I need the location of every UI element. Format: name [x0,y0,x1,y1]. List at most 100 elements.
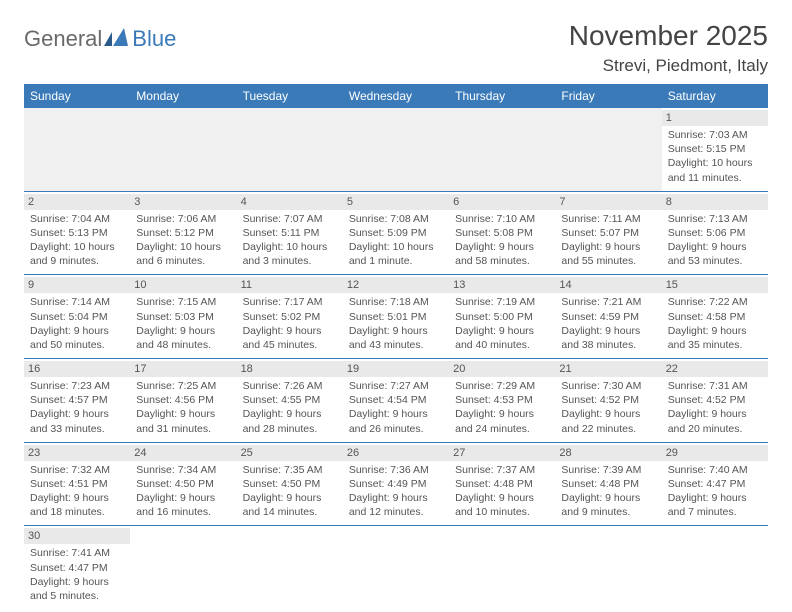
calendar-row: 23Sunrise: 7:32 AMSunset: 4:51 PMDayligh… [24,442,768,526]
day-number: 21 [555,361,661,377]
daylight-line: Daylight: 9 hours and 48 minutes. [136,324,230,352]
sunrise-line: Sunrise: 7:14 AM [30,295,124,309]
calendar-cell: 15 Sunrise: 7:22 AMSunset: 4:58 PMDayligh… [662,275,768,359]
calendar-cell: 21Sunrise: 7:30 AMSunset: 4:52 PMDayligh… [555,359,661,443]
calendar-cell [449,526,555,609]
calendar-cell: 5Sunrise: 7:08 AMSunset: 5:09 PMDaylight… [343,191,449,275]
sunset-line: Sunset: 4:51 PM [30,477,124,491]
day-number: 14 [555,277,661,293]
calendar-cell [555,526,661,609]
calendar-cell [343,526,449,609]
calendar-cell: 8Sunrise: 7:13 AMSunset: 5:06 PMDaylight… [662,191,768,275]
day-number: 19 [343,361,449,377]
sunset-line: Sunset: 5:15 PM [668,142,762,156]
sunrise-line: Sunrise: 7:31 AM [668,379,762,393]
sunset-line: Sunset: 5:08 PM [455,226,549,240]
day-number: 18 [237,361,343,377]
day-number: 28 [555,445,661,461]
day-number: 6 [449,194,555,210]
sunset-line: Sunset: 5:07 PM [561,226,655,240]
calendar-cell: 12Sunrise: 7:18 AMSunset: 5:01 PMDayligh… [343,275,449,359]
calendar-cell: 19Sunrise: 7:27 AMSunset: 4:54 PMDayligh… [343,359,449,443]
daylight-line: Daylight: 9 hours and 43 minutes. [349,324,443,352]
logo-text-2: Blue [132,26,176,52]
sunrise-line: Sunrise: 7:19 AM [455,295,549,309]
daylight-line: Daylight: 9 hours and 35 minutes. [668,324,762,352]
sunset-line: Sunset: 4:52 PM [668,393,762,407]
sunset-line: Sunset: 4:50 PM [136,477,230,491]
day-number: 2 [24,194,130,210]
sunrise-line: Sunrise: 7:35 AM [243,463,337,477]
calendar-cell: 23Sunrise: 7:32 AMSunset: 4:51 PMDayligh… [24,442,130,526]
sunset-line: Sunset: 4:54 PM [349,393,443,407]
day-number: 7 [555,194,661,210]
title-block: November 2025 Strevi, Piedmont, Italy [569,20,768,76]
sunrise-line: Sunrise: 7:18 AM [349,295,443,309]
sunrise-line: Sunrise: 7:32 AM [30,463,124,477]
calendar-cell: 25Sunrise: 7:35 AMSunset: 4:50 PMDayligh… [237,442,343,526]
sunset-line: Sunset: 4:47 PM [30,561,124,575]
calendar-cell: 1Sunrise: 7:03 AMSunset: 5:15 PMDaylight… [662,108,768,191]
calendar-cell: 29Sunrise: 7:40 AMSunset: 4:47 PMDayligh… [662,442,768,526]
sunrise-line: Sunrise: 7:26 AM [243,379,337,393]
col-saturday: Saturday [662,84,768,108]
logo: General Blue [24,26,176,52]
sunset-line: Sunset: 4:56 PM [136,393,230,407]
sunset-line: Sunset: 4:49 PM [349,477,443,491]
calendar-cell [130,108,236,191]
daylight-line: Daylight: 9 hours and 18 minutes. [30,491,124,519]
daylight-line: Daylight: 9 hours and 45 minutes. [243,324,337,352]
logo-text-1: General [24,26,102,52]
sunset-line: Sunset: 4:59 PM [561,310,655,324]
sunset-line: Sunset: 5:06 PM [668,226,762,240]
sunset-line: Sunset: 4:57 PM [30,393,124,407]
sunset-line: Sunset: 5:03 PM [136,310,230,324]
calendar-cell [237,108,343,191]
calendar-row: 16Sunrise: 7:23 AMSunset: 4:57 PMDayligh… [24,359,768,443]
calendar-cell [449,108,555,191]
daylight-line: Daylight: 9 hours and 20 minutes. [668,407,762,435]
daylight-line: Daylight: 9 hours and 24 minutes. [455,407,549,435]
daylight-line: Daylight: 9 hours and 28 minutes. [243,407,337,435]
daylight-line: Daylight: 9 hours and 55 minutes. [561,240,655,268]
day-number: 29 [662,445,768,461]
daylight-line: Daylight: 9 hours and 50 minutes. [30,324,124,352]
sunrise-line: Sunrise: 7:17 AM [243,295,337,309]
daylight-line: Daylight: 9 hours and 53 minutes. [668,240,762,268]
sunrise-line: Sunrise: 7:25 AM [136,379,230,393]
sunset-line: Sunset: 5:11 PM [243,226,337,240]
day-number: 3 [130,194,236,210]
day-number: 9 [24,277,130,293]
calendar-cell: 26Sunrise: 7:36 AMSunset: 4:49 PMDayligh… [343,442,449,526]
calendar-cell: 2Sunrise: 7:04 AMSunset: 5:13 PMDaylight… [24,191,130,275]
calendar-row: 1Sunrise: 7:03 AMSunset: 5:15 PMDaylight… [24,108,768,191]
sunset-line: Sunset: 4:48 PM [561,477,655,491]
sunrise-line: Sunrise: 7:03 AM [668,128,762,142]
calendar-cell: 6Sunrise: 7:10 AMSunset: 5:08 PMDaylight… [449,191,555,275]
sunrise-line: Sunrise: 7:37 AM [455,463,549,477]
day-number: 24 [130,445,236,461]
day-number: 30 [24,528,130,544]
sunset-line: Sunset: 4:50 PM [243,477,337,491]
daylight-line: Daylight: 9 hours and 14 minutes. [243,491,337,519]
flag-icon [104,28,130,53]
sunrise-line: Sunrise: 7:22 AM [668,295,762,309]
day-number: 15 [662,277,768,293]
calendar-cell [555,108,661,191]
col-friday: Friday [555,84,661,108]
sunset-line: Sunset: 4:55 PM [243,393,337,407]
day-number: 17 [130,361,236,377]
sunrise-line: Sunrise: 7:11 AM [561,212,655,226]
calendar-row: 9Sunrise: 7:14 AMSunset: 5:04 PMDaylight… [24,275,768,359]
sunset-line: Sunset: 5:04 PM [30,310,124,324]
col-sunday: Sunday [24,84,130,108]
daylight-line: Daylight: 9 hours and 16 minutes. [136,491,230,519]
daylight-line: Daylight: 10 hours and 1 minute. [349,240,443,268]
sunset-line: Sunset: 4:58 PM [668,310,762,324]
daylight-line: Daylight: 9 hours and 26 minutes. [349,407,443,435]
daylight-line: Daylight: 9 hours and 40 minutes. [455,324,549,352]
calendar-cell [24,108,130,191]
daylight-line: Daylight: 9 hours and 38 minutes. [561,324,655,352]
calendar-cell: 27Sunrise: 7:37 AMSunset: 4:48 PMDayligh… [449,442,555,526]
calendar-table: Sunday Monday Tuesday Wednesday Thursday… [24,84,768,609]
